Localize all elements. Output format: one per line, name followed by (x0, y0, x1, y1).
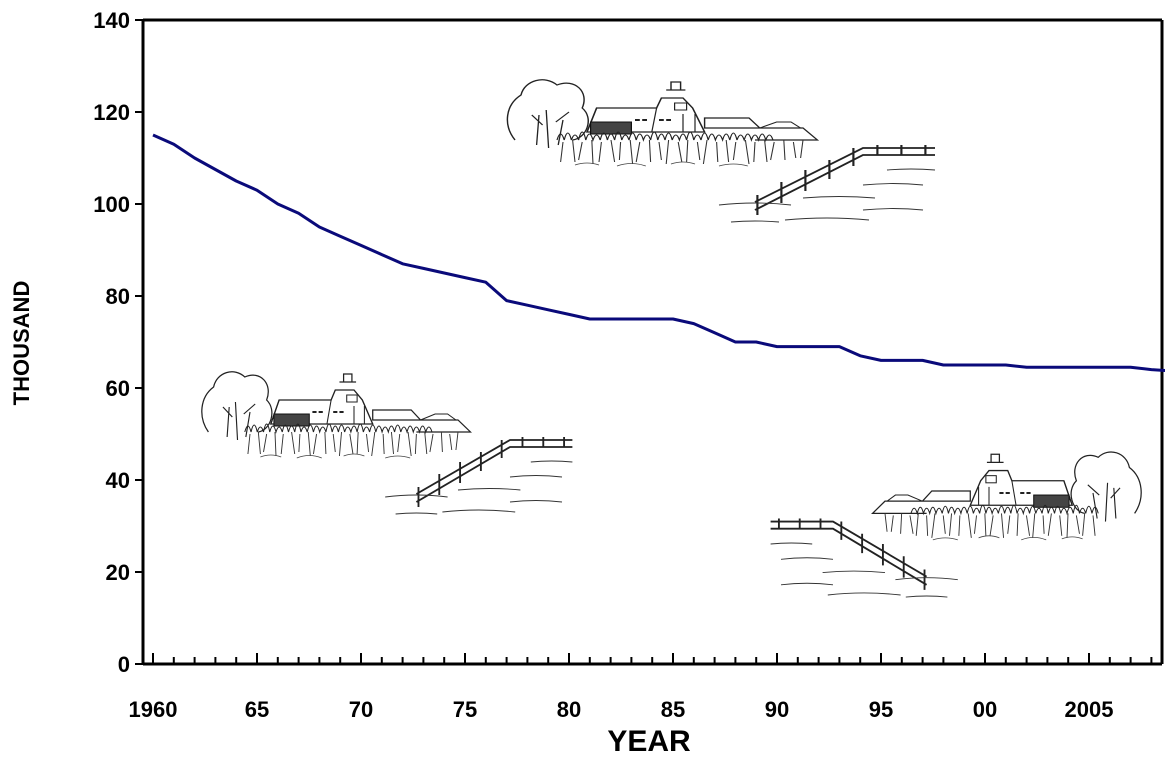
x-tick-label: 65 (245, 697, 269, 722)
x-tick-label: 80 (557, 697, 581, 722)
y-tick-label: 40 (106, 468, 130, 493)
x-tick-label: 75 (453, 697, 477, 722)
x-tick-label: 85 (661, 697, 685, 722)
farm-illustration-top (506, 78, 937, 224)
series-layer (152, 133, 1165, 373)
x-tick-label: 70 (349, 697, 373, 722)
y-tick-label: 20 (106, 560, 130, 585)
x-tick-label: 2005 (1065, 697, 1114, 722)
x-axis-title: YEAR (607, 725, 691, 758)
x-tick-label: 00 (973, 697, 997, 722)
y-tick-label: 120 (93, 100, 130, 125)
y-tick-label: 60 (106, 376, 130, 401)
y-axis-ticks: 0 20 40 60 80 100 120 140 (93, 8, 143, 677)
y-tick-label: 100 (93, 192, 130, 217)
x-axis-ticks: 1960 65 70 75 80 85 90 95 00 2005 (129, 653, 1153, 722)
x-tick-label: 90 (765, 697, 789, 722)
series-line (152, 133, 1165, 373)
farm-illustration-bottom (769, 450, 1143, 599)
chart-axes (141, 18, 1164, 666)
y-axis-title: THOUSAND (9, 281, 34, 406)
farm-illustration-middle (200, 370, 574, 516)
x-tick-label: 95 (869, 697, 893, 722)
x-tick-label: 1960 (129, 697, 178, 722)
y-tick-label: 140 (93, 8, 130, 33)
y-tick-label: 0 (118, 652, 130, 677)
farm-illustrations (200, 78, 1143, 599)
y-tick-label: 80 (106, 284, 130, 309)
